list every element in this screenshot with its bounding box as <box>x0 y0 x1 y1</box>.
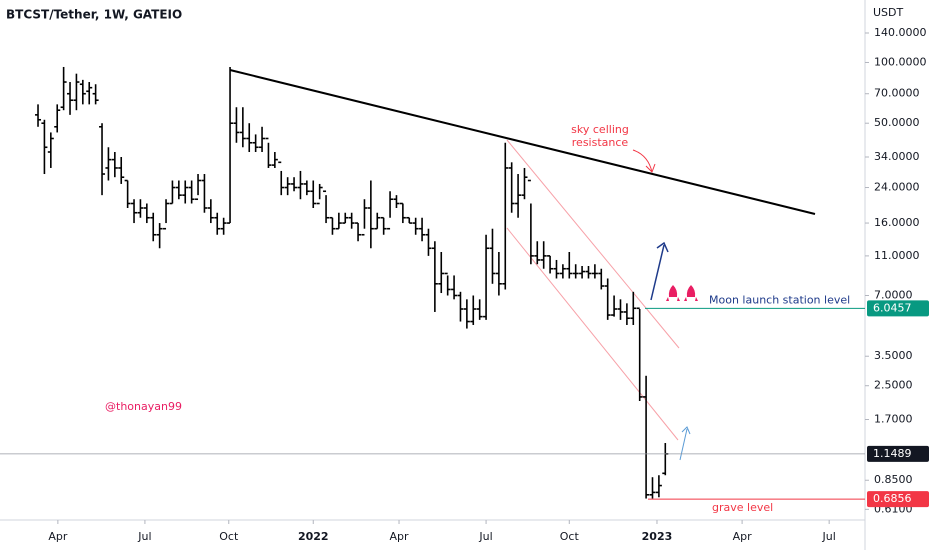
y-tick-label: 1.7000 <box>874 413 913 426</box>
last-price-label: 1.1489 <box>873 447 912 460</box>
y-tick-label: 0.8500 <box>874 473 913 486</box>
channel-line <box>506 227 679 441</box>
watermark: @thonayan99 <box>105 400 182 413</box>
x-tick-label: Jul <box>822 530 836 543</box>
y-tick-label: 16.0000 <box>874 216 920 229</box>
y-tick-label: 3.5000 <box>874 349 913 362</box>
y-tick-label: 140.0000 <box>874 26 927 39</box>
level-price-box <box>867 300 929 317</box>
x-tick-label: Apr <box>48 530 68 543</box>
y-tick-label: 11.0000 <box>874 249 920 262</box>
arrow <box>656 241 669 253</box>
arrow <box>650 244 665 301</box>
y-tick-label: 7.0000 <box>874 288 913 301</box>
x-tick-label: Apr <box>390 530 410 543</box>
y-tick-label: 2.5000 <box>874 379 913 392</box>
trend-line <box>229 69 816 215</box>
level-name: Moon launch station level <box>709 293 850 306</box>
y-tick-label: 100.0000 <box>874 55 927 68</box>
chart-title: BTCST/Tether, 1W, GATEIO <box>6 8 182 22</box>
rocket-icons <box>666 285 698 301</box>
arrow <box>681 426 691 435</box>
arrow <box>679 428 688 461</box>
x-tick-label: Jul <box>137 530 151 543</box>
annotation-arrow <box>645 163 656 173</box>
annotation: sky celling <box>571 123 629 136</box>
x-tick-label: Oct <box>560 530 580 543</box>
y-tick-label: 34.0000 <box>874 150 920 163</box>
channel-line <box>506 139 680 349</box>
level-price-box <box>867 491 929 508</box>
level-name: grave level <box>712 501 773 514</box>
y-tick-label: 50.0000 <box>874 116 920 129</box>
y-unit: USDT <box>873 6 904 19</box>
annotation-arrow <box>632 149 653 173</box>
x-tick-label: 2023 <box>642 530 673 543</box>
x-tick-label: 2022 <box>298 530 329 543</box>
x-tick-label: Jul <box>478 530 492 543</box>
level-price-label: 6.0457 <box>873 301 912 314</box>
last-price-box <box>867 445 929 462</box>
y-tick-label: 70.0000 <box>874 87 920 100</box>
level-price-label: 0.6856 <box>873 492 912 505</box>
annotation: resistance <box>572 136 629 149</box>
y-tick-label: 24.0000 <box>874 181 920 194</box>
x-tick-label: Apr <box>733 530 753 543</box>
x-tick-label: Oct <box>219 530 239 543</box>
